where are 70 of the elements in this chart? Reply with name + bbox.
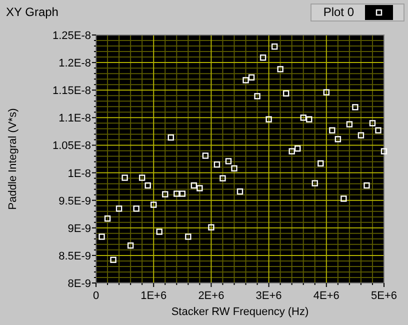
y-tick-label: 9.5E-9 [58,195,91,208]
y-tick-label: 1.15E-8 [52,85,91,98]
point [266,116,272,122]
point [122,174,128,181]
point [369,120,376,126]
point [214,161,220,168]
point [190,182,198,189]
point [242,77,249,84]
point [98,234,105,240]
point [260,54,266,61]
point [358,132,364,138]
point [127,242,134,249]
y-tick-label: 1.2E-8 [58,58,91,70]
point [282,90,290,97]
y-tick-label: 1.05E-8 [52,140,91,152]
y-tick-label: 1.1E-8 [58,112,91,125]
y-tick-label: 8.5E-9 [58,250,91,262]
point [380,148,388,154]
point [220,175,226,182]
x-axis-title: Stacker RW Frequency (Hz) [171,306,309,318]
legend-label: Plot 0 [323,5,354,19]
point [340,196,347,202]
point [254,93,260,100]
point [352,104,358,110]
chart-title: XY Graph [6,5,58,19]
point [271,43,278,50]
y-axis-title: Paddle Integral (V*s) [7,108,19,210]
point [329,127,336,134]
y-tick-label: 1E-8 [68,168,91,180]
point [294,145,301,152]
point [104,215,111,222]
point [231,165,238,172]
point [288,148,295,154]
point [116,206,122,212]
x-tick-label: 2E+6 [198,290,224,302]
point [346,121,353,128]
point [364,182,370,189]
x-tick-label: 4E+6 [313,290,340,302]
y-tick-label: 1.25E-8 [52,30,91,42]
point [318,160,324,167]
point [300,114,306,121]
point [179,190,186,197]
point [185,234,192,240]
point [174,190,180,197]
point [375,127,382,134]
point [144,182,151,189]
point [202,152,209,159]
point [334,136,342,142]
point [133,206,140,212]
point [168,134,174,141]
point [306,116,312,122]
point [156,228,162,235]
point [225,158,232,164]
x-tick-label: 5E+6 [371,290,397,302]
point [277,66,284,72]
y-tick-label: 9E-9 [68,222,91,235]
point [162,191,168,198]
point [138,174,146,181]
x-tick-label: 3E+6 [256,290,282,302]
point [208,224,214,230]
point [110,256,116,263]
x-tick-label: 1E+6 [140,290,167,302]
y-tick-label: 8E-9 [68,278,91,290]
point [248,74,255,81]
point [150,202,157,208]
point [196,185,203,192]
x-tick-label: 0 [92,290,100,302]
point [312,180,318,186]
point [236,188,244,195]
point [323,89,330,96]
